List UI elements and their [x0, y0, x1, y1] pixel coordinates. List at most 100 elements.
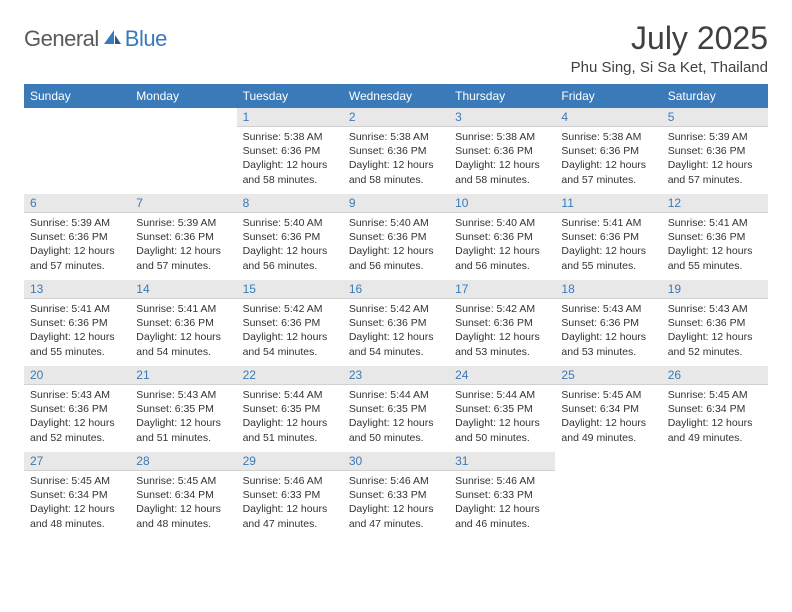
- logo-text-blue: Blue: [125, 26, 167, 52]
- day-content: Sunrise: 5:41 AMSunset: 6:36 PMDaylight:…: [555, 213, 661, 277]
- calendar-cell: 16Sunrise: 5:42 AMSunset: 6:36 PMDayligh…: [343, 280, 449, 366]
- calendar-cell: 7Sunrise: 5:39 AMSunset: 6:36 PMDaylight…: [130, 194, 236, 280]
- calendar-row: 13Sunrise: 5:41 AMSunset: 6:36 PMDayligh…: [24, 280, 768, 366]
- calendar-cell: 13Sunrise: 5:41 AMSunset: 6:36 PMDayligh…: [24, 280, 130, 366]
- calendar-cell: 29Sunrise: 5:46 AMSunset: 6:33 PMDayligh…: [237, 452, 343, 538]
- day-number: 8: [237, 194, 343, 213]
- day-number: 19: [662, 280, 768, 299]
- weekday-header: Friday: [555, 84, 661, 108]
- day-content: Sunrise: 5:45 AMSunset: 6:34 PMDaylight:…: [24, 471, 130, 535]
- day-content: Sunrise: 5:41 AMSunset: 6:36 PMDaylight:…: [24, 299, 130, 363]
- day-content: Sunrise: 5:41 AMSunset: 6:36 PMDaylight:…: [662, 213, 768, 277]
- day-number: 9: [343, 194, 449, 213]
- calendar-cell: 11Sunrise: 5:41 AMSunset: 6:36 PMDayligh…: [555, 194, 661, 280]
- day-content: Sunrise: 5:39 AMSunset: 6:36 PMDaylight:…: [662, 127, 768, 191]
- calendar-cell: 22Sunrise: 5:44 AMSunset: 6:35 PMDayligh…: [237, 366, 343, 452]
- calendar-cell: [130, 108, 236, 194]
- day-number: 23: [343, 366, 449, 385]
- calendar-cell: 3Sunrise: 5:38 AMSunset: 6:36 PMDaylight…: [449, 108, 555, 194]
- calendar-cell: 25Sunrise: 5:45 AMSunset: 6:34 PMDayligh…: [555, 366, 661, 452]
- calendar-cell: 8Sunrise: 5:40 AMSunset: 6:36 PMDaylight…: [237, 194, 343, 280]
- logo-text-general: General: [24, 26, 99, 52]
- calendar-row: 20Sunrise: 5:43 AMSunset: 6:36 PMDayligh…: [24, 366, 768, 452]
- day-content: Sunrise: 5:44 AMSunset: 6:35 PMDaylight:…: [343, 385, 449, 449]
- day-number: 11: [555, 194, 661, 213]
- logo: General Blue: [24, 26, 167, 52]
- day-content: Sunrise: 5:43 AMSunset: 6:36 PMDaylight:…: [555, 299, 661, 363]
- calendar-cell: [555, 452, 661, 538]
- calendar-row: 6Sunrise: 5:39 AMSunset: 6:36 PMDaylight…: [24, 194, 768, 280]
- day-number: 6: [24, 194, 130, 213]
- calendar-cell: 9Sunrise: 5:40 AMSunset: 6:36 PMDaylight…: [343, 194, 449, 280]
- weekday-header: Thursday: [449, 84, 555, 108]
- calendar-cell: 4Sunrise: 5:38 AMSunset: 6:36 PMDaylight…: [555, 108, 661, 194]
- day-content: Sunrise: 5:46 AMSunset: 6:33 PMDaylight:…: [237, 471, 343, 535]
- calendar-table: SundayMondayTuesdayWednesdayThursdayFrid…: [24, 84, 768, 538]
- day-content: Sunrise: 5:43 AMSunset: 6:36 PMDaylight:…: [24, 385, 130, 449]
- day-number: 20: [24, 366, 130, 385]
- day-content: Sunrise: 5:43 AMSunset: 6:35 PMDaylight:…: [130, 385, 236, 449]
- day-content: Sunrise: 5:38 AMSunset: 6:36 PMDaylight:…: [237, 127, 343, 191]
- day-number: 14: [130, 280, 236, 299]
- location-text: Phu Sing, Si Sa Ket, Thailand: [571, 59, 768, 76]
- day-content: Sunrise: 5:41 AMSunset: 6:36 PMDaylight:…: [130, 299, 236, 363]
- day-number: 18: [555, 280, 661, 299]
- day-number: 15: [237, 280, 343, 299]
- day-number: 13: [24, 280, 130, 299]
- day-number: 1: [237, 108, 343, 127]
- header: General Blue July 2025 Phu Sing, Si Sa K…: [24, 20, 768, 76]
- title-block: July 2025 Phu Sing, Si Sa Ket, Thailand: [571, 20, 768, 76]
- calendar-cell: [24, 108, 130, 194]
- calendar-cell: 6Sunrise: 5:39 AMSunset: 6:36 PMDaylight…: [24, 194, 130, 280]
- day-content: Sunrise: 5:38 AMSunset: 6:36 PMDaylight:…: [555, 127, 661, 191]
- day-number: 25: [555, 366, 661, 385]
- day-content: Sunrise: 5:45 AMSunset: 6:34 PMDaylight:…: [555, 385, 661, 449]
- day-number: 24: [449, 366, 555, 385]
- calendar-cell: 23Sunrise: 5:44 AMSunset: 6:35 PMDayligh…: [343, 366, 449, 452]
- day-number: 29: [237, 452, 343, 471]
- weekday-header-row: SundayMondayTuesdayWednesdayThursdayFrid…: [24, 84, 768, 108]
- day-number: 28: [130, 452, 236, 471]
- calendar-cell: 30Sunrise: 5:46 AMSunset: 6:33 PMDayligh…: [343, 452, 449, 538]
- day-number: 21: [130, 366, 236, 385]
- day-content: Sunrise: 5:40 AMSunset: 6:36 PMDaylight:…: [343, 213, 449, 277]
- calendar-cell: 18Sunrise: 5:43 AMSunset: 6:36 PMDayligh…: [555, 280, 661, 366]
- day-content: Sunrise: 5:45 AMSunset: 6:34 PMDaylight:…: [662, 385, 768, 449]
- calendar-cell: 24Sunrise: 5:44 AMSunset: 6:35 PMDayligh…: [449, 366, 555, 452]
- weekday-header: Sunday: [24, 84, 130, 108]
- calendar-cell: 17Sunrise: 5:42 AMSunset: 6:36 PMDayligh…: [449, 280, 555, 366]
- calendar-body: 1Sunrise: 5:38 AMSunset: 6:36 PMDaylight…: [24, 108, 768, 538]
- day-content: Sunrise: 5:42 AMSunset: 6:36 PMDaylight:…: [449, 299, 555, 363]
- weekday-header: Tuesday: [237, 84, 343, 108]
- day-number: 12: [662, 194, 768, 213]
- day-number: 2: [343, 108, 449, 127]
- calendar-row: 1Sunrise: 5:38 AMSunset: 6:36 PMDaylight…: [24, 108, 768, 194]
- day-content: Sunrise: 5:38 AMSunset: 6:36 PMDaylight:…: [343, 127, 449, 191]
- day-content: Sunrise: 5:46 AMSunset: 6:33 PMDaylight:…: [449, 471, 555, 535]
- calendar-cell: 19Sunrise: 5:43 AMSunset: 6:36 PMDayligh…: [662, 280, 768, 366]
- day-number: 3: [449, 108, 555, 127]
- calendar-cell: 14Sunrise: 5:41 AMSunset: 6:36 PMDayligh…: [130, 280, 236, 366]
- day-number: 30: [343, 452, 449, 471]
- day-content: Sunrise: 5:44 AMSunset: 6:35 PMDaylight:…: [449, 385, 555, 449]
- day-content: Sunrise: 5:45 AMSunset: 6:34 PMDaylight:…: [130, 471, 236, 535]
- calendar-cell: 27Sunrise: 5:45 AMSunset: 6:34 PMDayligh…: [24, 452, 130, 538]
- day-number: 27: [24, 452, 130, 471]
- calendar-row: 27Sunrise: 5:45 AMSunset: 6:34 PMDayligh…: [24, 452, 768, 538]
- calendar-cell: 21Sunrise: 5:43 AMSunset: 6:35 PMDayligh…: [130, 366, 236, 452]
- day-number: 22: [237, 366, 343, 385]
- calendar-cell: 15Sunrise: 5:42 AMSunset: 6:36 PMDayligh…: [237, 280, 343, 366]
- calendar-cell: 1Sunrise: 5:38 AMSunset: 6:36 PMDaylight…: [237, 108, 343, 194]
- day-content: Sunrise: 5:39 AMSunset: 6:36 PMDaylight:…: [130, 213, 236, 277]
- calendar-cell: 2Sunrise: 5:38 AMSunset: 6:36 PMDaylight…: [343, 108, 449, 194]
- calendar-cell: 12Sunrise: 5:41 AMSunset: 6:36 PMDayligh…: [662, 194, 768, 280]
- weekday-header: Wednesday: [343, 84, 449, 108]
- day-number: 4: [555, 108, 661, 127]
- calendar-cell: 5Sunrise: 5:39 AMSunset: 6:36 PMDaylight…: [662, 108, 768, 194]
- day-content: Sunrise: 5:38 AMSunset: 6:36 PMDaylight:…: [449, 127, 555, 191]
- calendar-cell: 10Sunrise: 5:40 AMSunset: 6:36 PMDayligh…: [449, 194, 555, 280]
- day-content: Sunrise: 5:40 AMSunset: 6:36 PMDaylight:…: [237, 213, 343, 277]
- day-content: Sunrise: 5:46 AMSunset: 6:33 PMDaylight:…: [343, 471, 449, 535]
- day-content: Sunrise: 5:42 AMSunset: 6:36 PMDaylight:…: [343, 299, 449, 363]
- day-number: 31: [449, 452, 555, 471]
